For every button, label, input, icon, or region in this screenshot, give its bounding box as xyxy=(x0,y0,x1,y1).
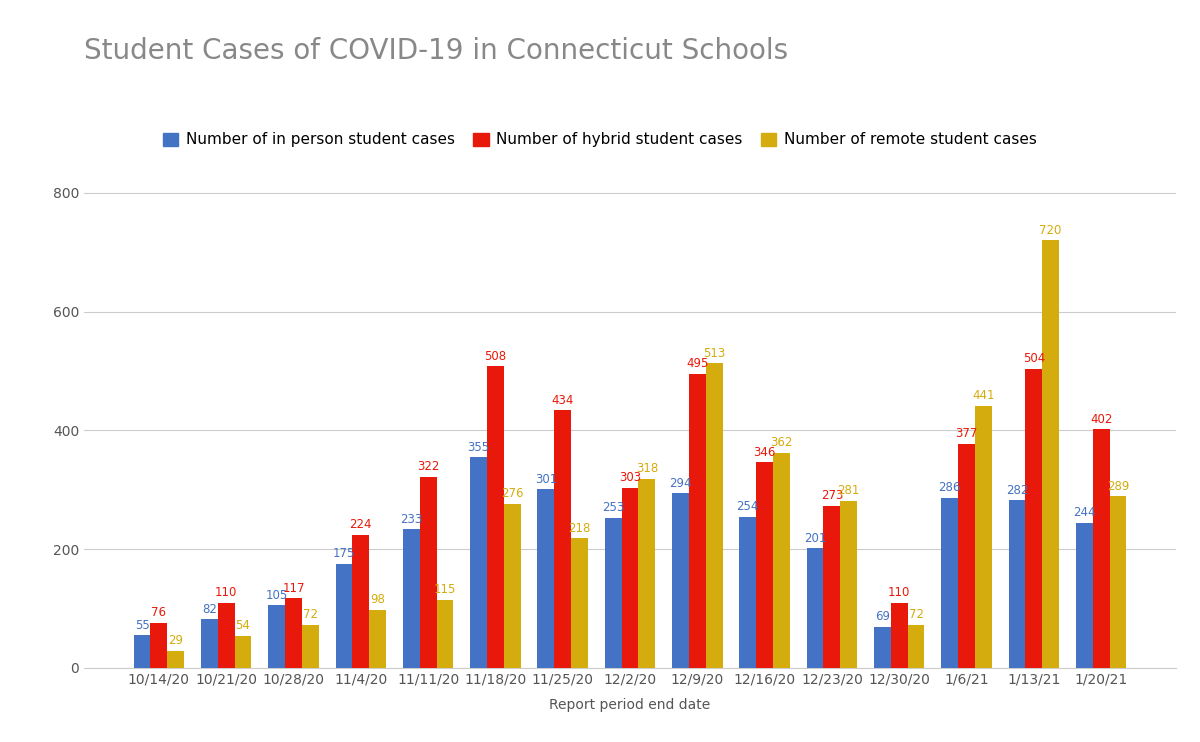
Text: 253: 253 xyxy=(602,501,624,514)
Bar xyxy=(167,651,184,668)
Bar xyxy=(200,619,217,668)
Bar xyxy=(739,517,756,668)
Bar xyxy=(217,603,234,668)
Bar xyxy=(773,453,790,668)
Text: 110: 110 xyxy=(215,586,238,599)
Text: 282: 282 xyxy=(1006,484,1028,497)
Bar xyxy=(874,627,890,668)
Text: 322: 322 xyxy=(416,460,439,473)
Bar xyxy=(571,539,588,668)
Bar xyxy=(907,625,924,668)
Bar xyxy=(150,623,167,668)
Text: Student Cases of COVID-19 in Connecticut Schools: Student Cases of COVID-19 in Connecticut… xyxy=(84,37,788,65)
Bar xyxy=(538,489,554,668)
Bar xyxy=(336,564,353,668)
Text: 720: 720 xyxy=(1039,224,1062,237)
Bar xyxy=(420,476,437,668)
Text: 72: 72 xyxy=(302,608,318,622)
Text: 224: 224 xyxy=(349,518,372,531)
Text: 508: 508 xyxy=(485,349,506,363)
Bar xyxy=(487,367,504,668)
Text: 175: 175 xyxy=(332,548,355,560)
Bar xyxy=(706,364,722,668)
Text: 513: 513 xyxy=(703,347,725,360)
Text: 434: 434 xyxy=(552,393,574,407)
X-axis label: Report period end date: Report period end date xyxy=(550,697,710,712)
Text: 29: 29 xyxy=(168,634,184,647)
Bar xyxy=(823,506,840,668)
Bar xyxy=(1093,429,1110,668)
Bar xyxy=(941,498,958,668)
Text: 54: 54 xyxy=(235,619,251,632)
Bar xyxy=(286,598,302,668)
Bar xyxy=(756,462,773,668)
Bar xyxy=(470,457,487,668)
Bar xyxy=(622,488,638,668)
Bar xyxy=(974,406,991,668)
Text: 82: 82 xyxy=(202,603,217,616)
Bar xyxy=(1110,496,1127,668)
Text: 318: 318 xyxy=(636,462,658,476)
Text: 244: 244 xyxy=(1073,506,1096,519)
Text: 201: 201 xyxy=(804,532,827,545)
Text: 110: 110 xyxy=(888,586,911,599)
Text: 281: 281 xyxy=(838,485,860,497)
Text: 286: 286 xyxy=(938,482,961,494)
Text: 117: 117 xyxy=(282,582,305,595)
Text: 233: 233 xyxy=(400,513,422,526)
Text: 402: 402 xyxy=(1090,413,1112,426)
Text: 72: 72 xyxy=(908,608,924,622)
Bar xyxy=(689,374,706,668)
Bar xyxy=(504,504,521,668)
Bar xyxy=(890,603,907,668)
Text: 303: 303 xyxy=(619,471,641,485)
Bar xyxy=(302,625,319,668)
Bar xyxy=(638,479,655,668)
Text: 276: 276 xyxy=(500,487,523,500)
Text: 441: 441 xyxy=(972,390,995,402)
Text: 105: 105 xyxy=(265,589,288,602)
Text: 346: 346 xyxy=(754,446,775,459)
Text: 273: 273 xyxy=(821,489,844,502)
Bar xyxy=(269,605,286,668)
Text: 362: 362 xyxy=(770,436,793,450)
Text: 254: 254 xyxy=(737,500,758,513)
Text: 495: 495 xyxy=(686,358,708,370)
Text: 76: 76 xyxy=(151,606,167,619)
Text: 355: 355 xyxy=(468,441,490,453)
Bar xyxy=(806,548,823,668)
Text: 294: 294 xyxy=(670,476,691,490)
Bar xyxy=(133,635,150,668)
Bar xyxy=(1043,240,1060,668)
Bar xyxy=(403,530,420,668)
Text: 301: 301 xyxy=(535,473,557,485)
Text: 55: 55 xyxy=(134,619,150,631)
Bar xyxy=(234,636,252,668)
Text: 218: 218 xyxy=(569,522,590,535)
Bar xyxy=(1008,500,1026,668)
Text: 289: 289 xyxy=(1106,479,1129,493)
Bar xyxy=(605,518,622,668)
Bar xyxy=(554,410,571,668)
Bar xyxy=(958,444,974,668)
Legend: Number of in person student cases, Number of hybrid student cases, Number of rem: Number of in person student cases, Numbe… xyxy=(157,126,1043,154)
Bar xyxy=(1026,369,1043,668)
Text: 69: 69 xyxy=(875,610,890,623)
Text: 98: 98 xyxy=(370,593,385,606)
Text: 504: 504 xyxy=(1022,352,1045,365)
Bar xyxy=(370,610,386,668)
Text: 377: 377 xyxy=(955,427,978,441)
Bar xyxy=(840,501,857,668)
Bar xyxy=(1076,523,1093,668)
Bar xyxy=(672,493,689,668)
Text: 115: 115 xyxy=(433,583,456,596)
Bar xyxy=(437,600,454,668)
Bar xyxy=(353,535,370,668)
